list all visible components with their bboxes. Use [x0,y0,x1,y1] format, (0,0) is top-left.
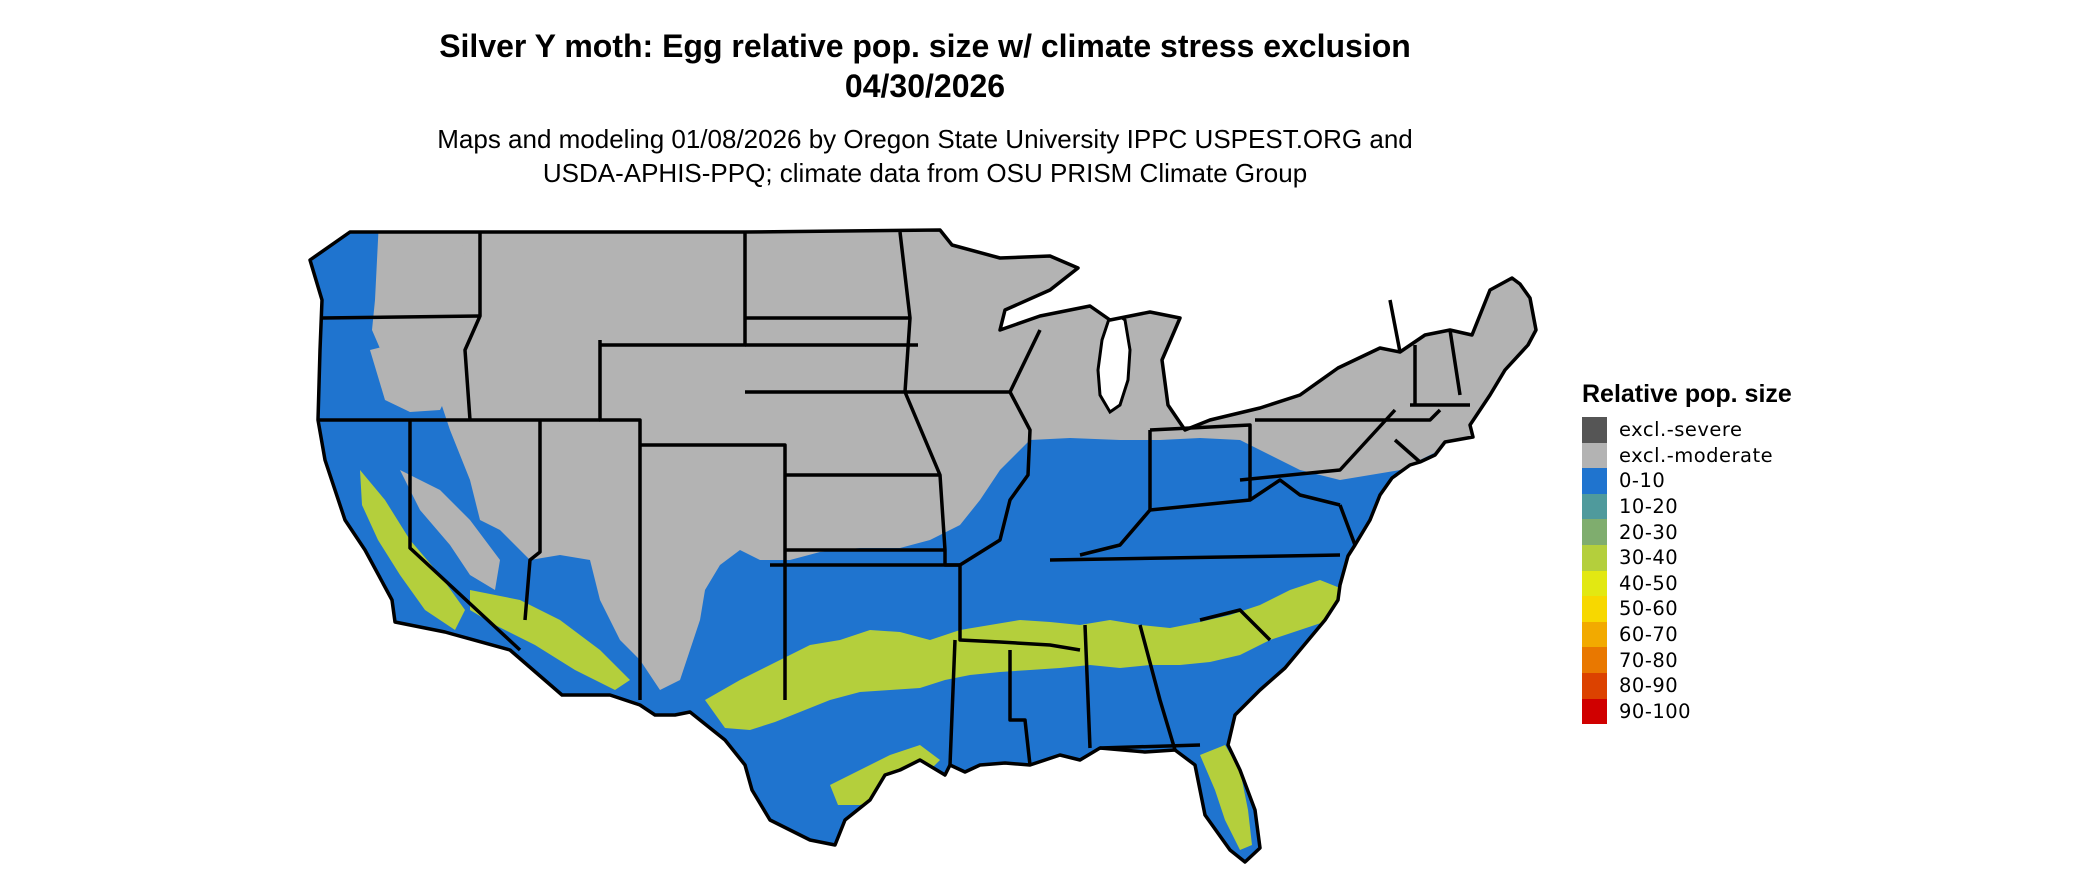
legend-item: 60-70 [1582,621,1792,648]
state-borders [308,228,1538,864]
legend-label: 40-50 [1619,571,1679,595]
legend-swatch [1582,468,1607,494]
legend-item: 20-30 [1582,519,1792,545]
legend-label: excl.-moderate [1619,443,1774,467]
legend-swatch [1582,417,1607,443]
legend-label: 30-40 [1619,546,1679,570]
legend-label: 60-70 [1619,623,1679,647]
legend-item: 70-80 [1582,647,1792,673]
lake-michigan [1096,307,1132,415]
legend-label: 20-30 [1619,520,1679,544]
legend-label: 80-90 [1619,674,1679,698]
map-subtitle-line-1: Maps and modeling 01/08/2026 by Oregon S… [437,124,1413,154]
legend-swatch [1582,570,1607,597]
legend-item: 40-50 [1582,570,1792,597]
band-30-40-desert [470,590,630,690]
map-subtitle-line-2: USDA-APHIS-PPQ; climate data from OSU PR… [542,158,1308,188]
legend-swatch [1582,672,1607,699]
legend-item: 90-100 [1582,698,1792,725]
legend-swatch [1582,544,1607,571]
legend-swatch [1582,621,1607,648]
excluded-region-oregon [370,340,455,412]
map-title-line-2: 04/30/2026 [844,68,1006,104]
legend-item: 10-20 [1582,493,1792,520]
legend-item: 50-60 [1582,596,1792,622]
map-title-line-1: Silver Y moth: Egg relative pop. size w/… [439,28,1411,64]
legend-title: Relative pop. size [1582,380,1792,408]
legend-label: 70-80 [1619,648,1679,672]
legend-item: 0-10 [1582,468,1792,494]
legend-label: 10-20 [1619,495,1679,519]
legend-label: 90-100 [1619,699,1692,723]
legend-item: 80-90 [1582,672,1792,699]
legend-item: excl.-severe [1582,417,1792,443]
legend-swatch [1582,519,1607,545]
legend-label: 50-60 [1619,597,1679,621]
legend-items: excl.-severe excl.-moderate 0-10 10-20 20-30… [1582,417,1792,725]
legend-swatch [1582,493,1607,520]
legend-swatch [1582,698,1607,725]
legend-item: excl.-moderate [1582,442,1792,469]
legend: Relative pop. size excl.-severe excl.-mod… [1582,380,1792,725]
legend-item: 30-40 [1582,544,1792,571]
excluded-region-cascades [385,236,470,310]
legend-label: 0-10 [1619,469,1666,493]
legend-swatch [1582,596,1607,622]
legend-swatch [1582,647,1607,673]
legend-label: excl.-severe [1619,418,1743,442]
excluded-region-sierra [400,470,500,590]
band-30-40-south [705,580,1345,730]
legend-swatch [1582,442,1607,469]
